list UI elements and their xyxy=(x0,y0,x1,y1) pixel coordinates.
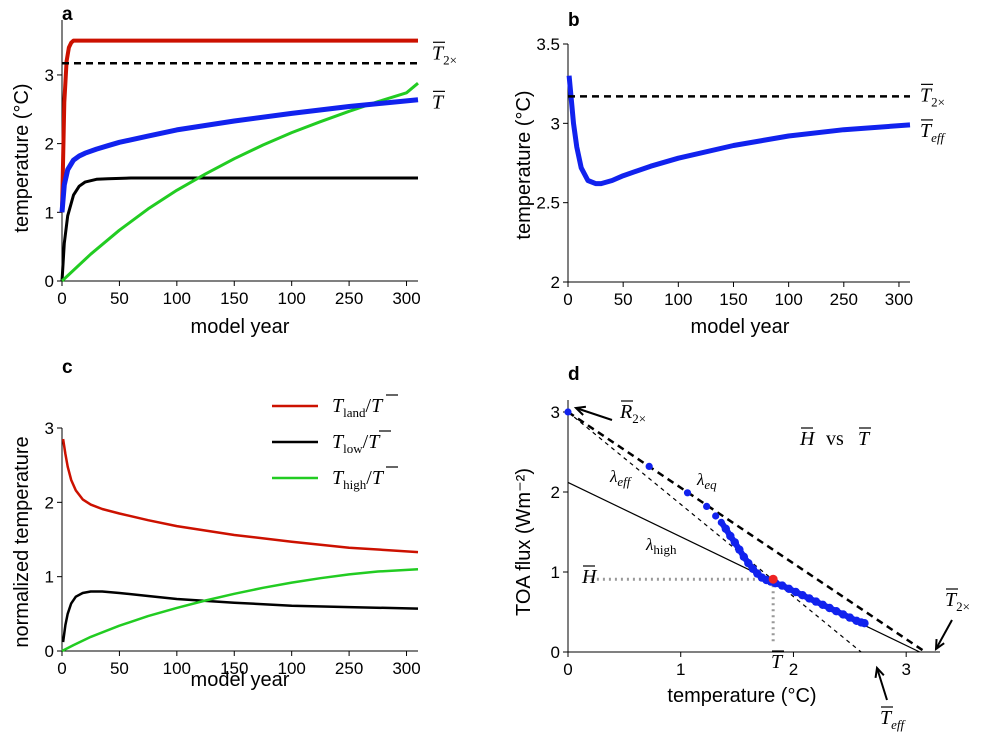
panel-d-arrow-Teff xyxy=(876,667,888,701)
chart-panel-b: 0 50 100 150 100 250 300 2 2.5 3 3.5 T2× Teff xyxy=(536,35,946,309)
panel-a-series-line xyxy=(59,97,419,213)
panel-c-xlabel: model year xyxy=(191,669,290,691)
panel-c-ylabel: normalized temperature xyxy=(11,436,33,647)
panel-c-x-tick-label: 250 xyxy=(335,659,363,678)
panel-d-x-tick-label: 2 xyxy=(789,660,798,679)
panel-d-data-point xyxy=(703,502,711,510)
panel-a-series-line xyxy=(60,38,418,213)
panel-d-data-point xyxy=(645,462,653,470)
panel-c-series-line xyxy=(61,438,419,554)
panel-a-series-line xyxy=(60,176,418,282)
panel-b-x-tick-label: 300 xyxy=(885,290,913,309)
panel-d-data-point xyxy=(564,408,572,416)
panel-b-y-tick-label: 3.5 xyxy=(536,35,560,54)
panel-a-x-tick-label: 100 xyxy=(277,289,305,308)
panel-d-x-tick-label: 1 xyxy=(676,660,685,679)
panel-d-label-Teff: Teff xyxy=(880,707,907,732)
panel-d-arrow-T2x xyxy=(935,619,953,650)
panel-b-label-T2x: T2× xyxy=(920,84,945,109)
panel-c-x-tick-label: 100 xyxy=(277,659,305,678)
panel-b-x-tick-label: 150 xyxy=(719,290,747,309)
panel-d-xlabel: temperature (°C) xyxy=(667,685,816,707)
panel-a-xlabel: model year xyxy=(191,316,290,338)
panel-d-label-T: T xyxy=(771,651,784,673)
panel-a-x-tick-label: 150 xyxy=(220,289,248,308)
panel-d-fit-line xyxy=(567,410,927,654)
panel-d-label-R2x: R2× xyxy=(619,401,646,426)
panel-d-x-tick-label: 0 xyxy=(563,660,572,679)
panel-a-x-tick-label: 50 xyxy=(110,289,129,308)
panel-a-label-T2x: T2× xyxy=(432,42,457,67)
panel-d-lambda-eq: λeq xyxy=(696,470,717,492)
panel-c-series-line xyxy=(61,567,419,653)
panel-a-y-tick-label: 3 xyxy=(45,66,54,85)
panel-b-x-tick-label: 0 xyxy=(563,290,572,309)
panel-d-arrow-Teff-head xyxy=(874,665,885,679)
panel-c-x-tick-label: 150 xyxy=(220,659,248,678)
panel-d-lambda-eff: λeff xyxy=(609,467,633,489)
panel-a-y-tick-label: 2 xyxy=(45,135,54,154)
panel-d-title-H: H xyxy=(799,428,816,450)
panel-a-ylabel: temperature (°C) xyxy=(11,83,33,232)
panel-d-data-point xyxy=(683,489,692,497)
panel-c-x-tick-label: 0 xyxy=(57,659,66,678)
panel-a-y-tick-label: 1 xyxy=(45,203,54,222)
chart-panel-a: 0 50 100 150 100 250 300 0 1 2 3 T2× T xyxy=(45,20,457,308)
panel-b-series-line xyxy=(566,75,911,187)
panel-c-x-tick-label: 50 xyxy=(110,659,129,678)
panel-d-label-H: H xyxy=(581,566,598,588)
chart-panel-c: 0 50 100 150 100 250 300 0 1 2 3 Tland/T Tlow/T Thigh… xyxy=(45,394,421,678)
panel-b-x-tick-label: 50 xyxy=(614,290,633,309)
panel-label-d: d xyxy=(568,364,580,385)
panel-d-arrow-T2x-head xyxy=(934,638,945,652)
panel-c-legend-label: Tlow/T xyxy=(332,431,381,456)
panel-d-points-trace xyxy=(718,520,866,627)
panel-b-y-tick-label: 2.5 xyxy=(536,194,560,213)
panel-d-title-T: T xyxy=(858,428,871,450)
panel-d-y-tick-label: 0 xyxy=(551,643,560,662)
panel-b-label-Teff: Teff xyxy=(920,120,947,145)
panel-c-y-tick-label: 2 xyxy=(45,493,54,512)
panel-d-label-T2x: T2× xyxy=(945,589,970,614)
panel-a-x-tick-label: 100 xyxy=(163,289,191,308)
panel-c-legend-label: Tland/T xyxy=(332,395,384,420)
panel-d-arrow-R2x xyxy=(575,407,613,421)
panel-a-label-Tbar: T xyxy=(432,91,445,113)
panel-b-x-tick-label: 100 xyxy=(774,290,802,309)
panel-d-x-tick-label: 3 xyxy=(901,660,910,679)
panel-label-c: c xyxy=(62,357,73,378)
panel-c-y-tick-label: 0 xyxy=(45,642,54,661)
panel-d-data-point xyxy=(712,512,720,520)
panel-b-y-tick-label: 3 xyxy=(551,114,560,133)
panel-d-y-tick-label: 2 xyxy=(551,483,560,502)
panel-a-y-tick-label: 0 xyxy=(45,272,54,291)
panel-b-x-tick-label: 100 xyxy=(664,290,692,309)
panel-a-x-tick-label: 300 xyxy=(392,289,420,308)
panel-d-highlight-point xyxy=(768,574,778,584)
panel-d-title-vs: vs xyxy=(826,428,844,450)
panel-b-y-tick-label: 2 xyxy=(551,273,560,292)
panel-d-y-tick-label: 3 xyxy=(551,403,560,422)
chart-panel-d: 0 1 2 3 0 1 2 3 λeff λeq λhigh H T R2× T2× Teff H vs T xyxy=(551,400,970,732)
panel-d-y-tick-label: 1 xyxy=(551,563,560,582)
panel-c-y-tick-label: 1 xyxy=(45,568,54,587)
panel-b-ylabel: temperature (°C) xyxy=(513,90,535,239)
panel-c-legend-label: Thigh/T xyxy=(332,467,385,492)
panel-a-x-tick-label: 0 xyxy=(57,289,66,308)
panel-d-arrow-R2x-head xyxy=(573,405,587,416)
panel-label-b: b xyxy=(568,10,580,31)
panel-c-x-tick-label: 100 xyxy=(163,659,191,678)
panel-d-lambda-high: λhigh xyxy=(645,535,677,557)
panel-d-ylabel: TOA flux (Wm⁻²) xyxy=(513,468,535,616)
panel-c-y-tick-label: 3 xyxy=(45,419,54,438)
panel-b-x-tick-label: 250 xyxy=(830,290,858,309)
panel-c-series-line xyxy=(61,590,419,643)
panel-a-x-tick-label: 250 xyxy=(335,289,363,308)
panel-b-xlabel: model year xyxy=(691,316,790,338)
panel-d-fit-line xyxy=(567,411,862,653)
panel-label-a: a xyxy=(62,4,73,25)
panel-a-series-line xyxy=(60,82,419,283)
panel-c-x-tick-label: 300 xyxy=(392,659,420,678)
